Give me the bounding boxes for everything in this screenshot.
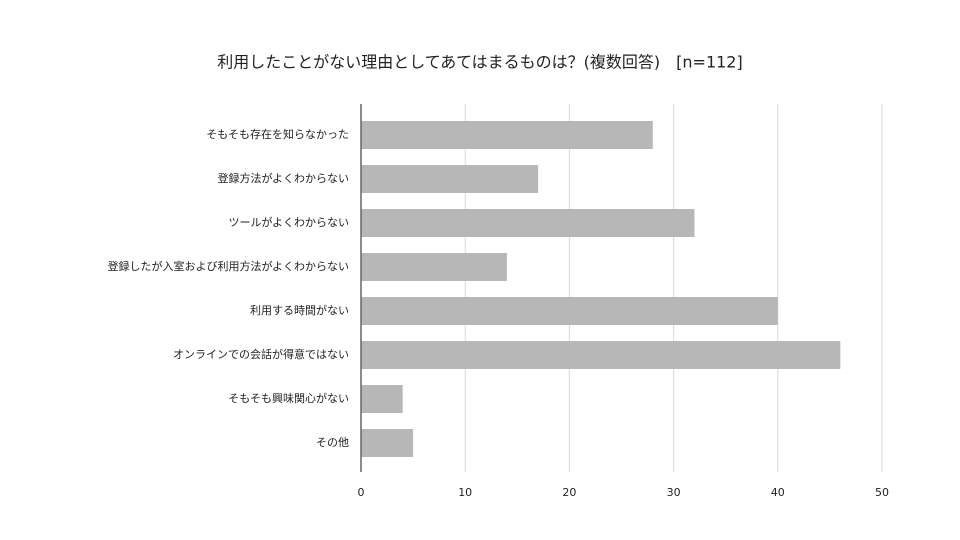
y-tick-label: オンラインでの会話が得意ではない [173, 347, 349, 361]
x-tick-label: 30 [667, 486, 681, 499]
bar [361, 297, 778, 325]
bar [361, 121, 653, 149]
x-tick-label: 20 [562, 486, 576, 499]
y-tick-label: 登録方法がよくわからない [218, 171, 349, 185]
y-tick-label: 登録したが入室および利用方法がよくわからない [108, 259, 349, 273]
x-tick-label: 40 [771, 486, 785, 499]
bar [361, 385, 403, 413]
x-tick-label: 50 [875, 486, 889, 499]
y-tick-label: その他 [316, 436, 349, 449]
y-tick-label: そもそも存在を知らなかった [206, 127, 349, 141]
x-tick-label: 0 [358, 486, 365, 499]
y-tick-label: ツールがよくわからない [229, 215, 349, 229]
bar [361, 253, 507, 281]
bar [361, 165, 539, 193]
y-tick-label: 利用する時間がない [250, 303, 349, 317]
bar [361, 209, 695, 237]
y-tick-label: そもそも興味関心がない [228, 391, 349, 405]
x-tick-label: 10 [458, 486, 472, 499]
bar [361, 429, 414, 457]
bar [361, 341, 841, 369]
chart-title: 利用したことがない理由としてあてはまるものは？(複数回答) [n=112] [217, 53, 742, 72]
